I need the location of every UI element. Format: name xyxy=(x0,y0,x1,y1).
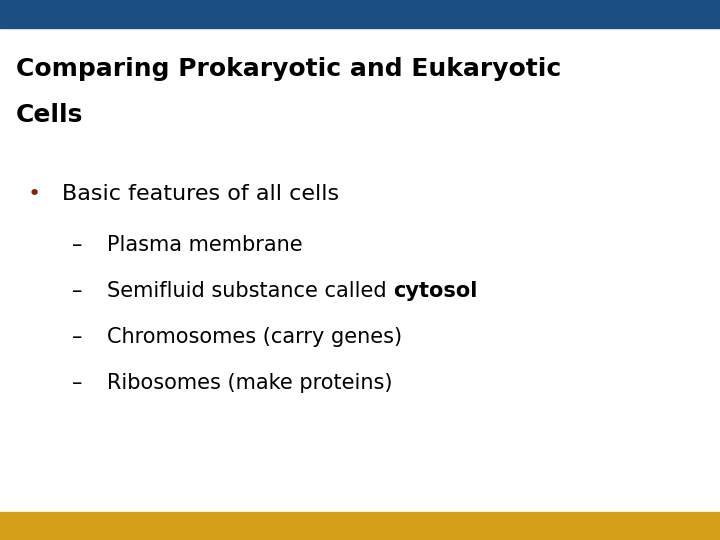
Text: Cells: Cells xyxy=(16,103,84,126)
Text: Semifluid substance called: Semifluid substance called xyxy=(107,281,393,301)
Text: Comparing Prokaryotic and Eukaryotic: Comparing Prokaryotic and Eukaryotic xyxy=(16,57,561,80)
Bar xyxy=(0,0,720,28)
Text: Ribosomes (make proteins): Ribosomes (make proteins) xyxy=(107,373,392,393)
Text: cytosol: cytosol xyxy=(393,281,477,301)
Text: Basic features of all cells: Basic features of all cells xyxy=(62,184,339,204)
Text: –: – xyxy=(72,281,82,301)
Bar xyxy=(0,512,720,540)
Text: Plasma membrane: Plasma membrane xyxy=(107,235,302,255)
Text: © 2011 Pearson Education, Inc.: © 2011 Pearson Education, Inc. xyxy=(13,521,190,531)
Text: Chromosomes (carry genes): Chromosomes (carry genes) xyxy=(107,327,402,347)
Text: –: – xyxy=(72,373,82,393)
Text: •: • xyxy=(27,184,40,204)
Text: –: – xyxy=(72,235,82,255)
Text: –: – xyxy=(72,327,82,347)
